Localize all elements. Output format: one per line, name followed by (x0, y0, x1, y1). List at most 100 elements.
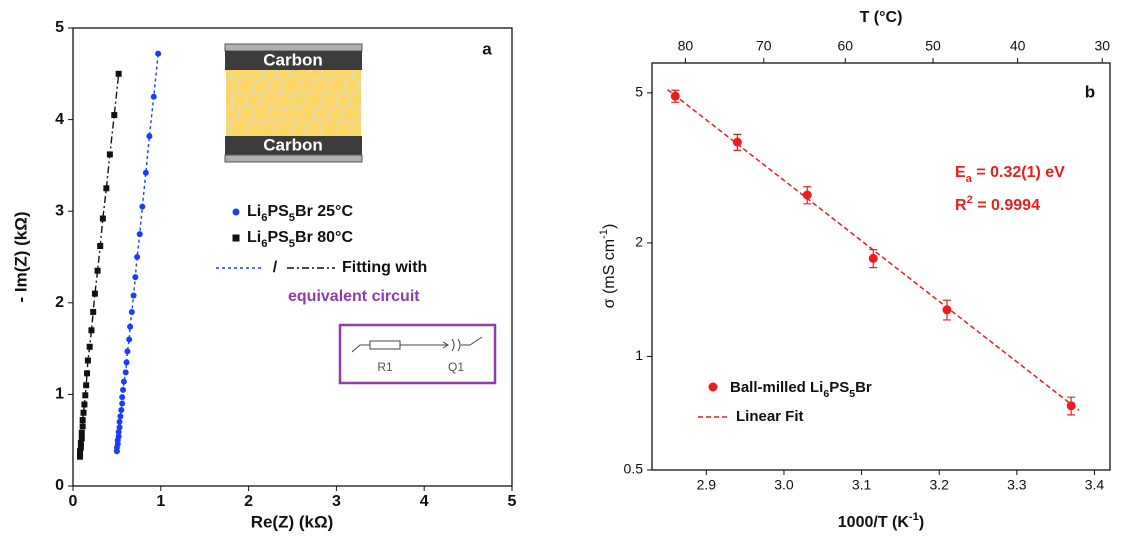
point (139, 203, 146, 210)
legend-label: Ball-milled Li6PS5Br (730, 379, 872, 400)
panel-label: b (1085, 82, 1095, 101)
electrode-label: Carbon (263, 135, 323, 154)
point (77, 439, 84, 446)
annotation: R2 = 0.9994 (955, 194, 1040, 214)
point (132, 274, 139, 281)
point (79, 423, 86, 430)
y-tick-label: 0 (55, 477, 64, 494)
point (128, 308, 135, 315)
legend-separator: / (273, 259, 278, 276)
x-axis-label: 1000/T (K-1) (838, 511, 924, 531)
legend-label: Li6PS5Br 25°C (247, 203, 353, 224)
circuit-box (338, 323, 497, 385)
y-tick-label: 2 (635, 234, 643, 250)
point (118, 406, 125, 413)
point (90, 308, 97, 315)
x-tick-label: 4 (420, 493, 429, 510)
point (99, 215, 106, 222)
legend-label: Linear Fit (736, 408, 804, 425)
point (155, 50, 162, 57)
point (116, 424, 123, 431)
point (142, 169, 149, 176)
point (81, 401, 88, 408)
y-tick-label: 5 (635, 84, 643, 100)
x2-tick-label: 60 (838, 38, 854, 54)
y-tick-label: 1 (55, 386, 64, 403)
x-tick-label: 3.1 (852, 477, 872, 493)
grain (350, 119, 361, 136)
point (94, 267, 101, 274)
legend-marker (708, 382, 718, 392)
point (146, 133, 153, 140)
point (111, 112, 118, 119)
point (88, 327, 95, 334)
point (134, 254, 141, 260)
point (120, 386, 127, 393)
x-tick-label: 2.9 (697, 477, 717, 493)
y-tick-label: 2 (55, 294, 64, 311)
point (670, 91, 680, 101)
cpe (451, 336, 483, 352)
electrode (225, 136, 362, 155)
cell-inset: Carbon Carbon (224, 43, 363, 163)
point (136, 231, 143, 238)
x2-axis-label: T (°C) (860, 9, 903, 26)
point (103, 185, 110, 192)
x2-tick-label: 80 (678, 38, 694, 54)
point (117, 413, 124, 420)
y-tick-label: 5 (55, 19, 64, 36)
point (79, 417, 86, 424)
grain (358, 109, 361, 123)
point (84, 370, 91, 377)
electrode-label: Carbon (263, 50, 323, 69)
x-tick-label: 3 (332, 493, 341, 510)
point (97, 243, 104, 250)
point (127, 323, 134, 330)
y-tick-label: 0.5 (624, 461, 644, 477)
x-tick-label: 3.3 (1007, 477, 1027, 493)
point (122, 369, 129, 376)
point (119, 394, 126, 401)
point (116, 418, 123, 425)
plot-frame (651, 62, 1111, 471)
x2-tick-label: 30 (1094, 38, 1110, 54)
point (77, 448, 84, 455)
x-tick-label: 2 (244, 493, 253, 510)
wire (351, 344, 370, 353)
x-tick-label: 1 (156, 493, 165, 510)
y-axis-label: - Im(Z) (kΩ) (11, 211, 30, 302)
x-tick-label: 3.2 (929, 477, 949, 493)
circuit-inset (338, 323, 497, 385)
point (86, 343, 93, 350)
y-tick-label: 4 (55, 111, 64, 128)
plot-frame (72, 27, 513, 487)
point (91, 290, 98, 297)
point (83, 382, 90, 389)
point (124, 348, 131, 355)
point (78, 429, 85, 436)
point (868, 253, 878, 263)
legend-label: Fitting with (342, 259, 427, 276)
circuit-label: R1 (377, 360, 393, 374)
point (115, 433, 122, 440)
grains (226, 70, 361, 136)
wire (400, 341, 449, 349)
legend-marker (232, 208, 240, 216)
point (123, 359, 130, 366)
annotation: Ea = 0.32(1) eV (955, 164, 1065, 185)
resistor (369, 340, 401, 350)
x-tick-label: 0 (69, 493, 78, 510)
point (78, 435, 85, 442)
legend-label: equivalent circuit (288, 288, 420, 305)
y-tick-label: 1 (635, 347, 643, 363)
point (115, 428, 122, 435)
x2-tick-label: 70 (756, 38, 772, 54)
x2-tick-label: 40 (1010, 38, 1026, 54)
point (77, 444, 84, 451)
point (942, 305, 952, 315)
point (106, 151, 113, 158)
point (732, 137, 742, 147)
point (82, 392, 89, 399)
panel-label: a (482, 39, 492, 58)
